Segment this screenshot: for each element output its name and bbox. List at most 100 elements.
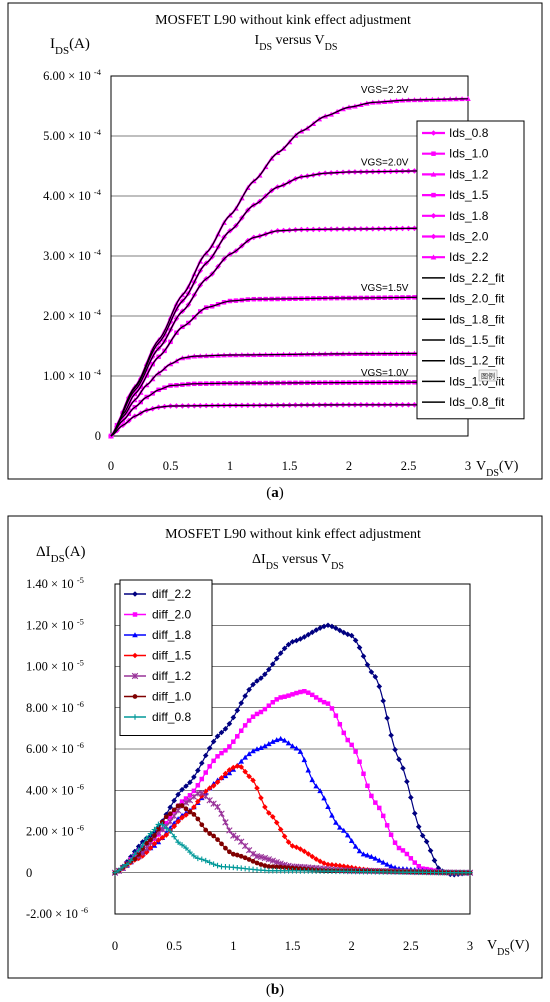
legend-label: Ids_0.8 [449, 126, 489, 140]
data-point [187, 809, 193, 815]
panel-label-b: (b) [266, 982, 284, 998]
legend-item: Ids_2.2 [422, 250, 489, 264]
data-point [206, 785, 213, 791]
data-point [392, 746, 398, 753]
data-point [325, 701, 331, 706]
data-point [151, 826, 158, 833]
data-point [127, 857, 134, 864]
legend-item: Ids_1.8 [422, 209, 489, 223]
data-point [175, 803, 181, 809]
data-point [250, 858, 256, 864]
data-point [400, 848, 406, 853]
data-point [155, 837, 162, 843]
data-point [305, 851, 312, 857]
data-point [156, 826, 161, 832]
data-point [344, 832, 351, 838]
legend-marker [430, 171, 437, 177]
legend-item: Ids_1.2_fit [422, 354, 505, 368]
data-point [388, 832, 394, 838]
data-point [163, 814, 169, 820]
data-point [384, 823, 390, 828]
data-point [321, 795, 327, 801]
data-point [356, 644, 363, 651]
data-point [183, 845, 189, 851]
data-point [329, 706, 335, 711]
legend-popup: 图例 [478, 369, 498, 382]
data-point [289, 638, 296, 645]
data-point [163, 832, 170, 838]
data-point [144, 840, 149, 846]
legend-marker [131, 672, 139, 680]
data-point [282, 694, 287, 699]
data-point [427, 847, 434, 854]
legend-item: diff_0.8 [124, 710, 191, 724]
data-point [368, 669, 375, 675]
data-point [191, 774, 197, 780]
y-tick-label: 4.00 × 10 -4 [43, 187, 102, 203]
vgs-annotation: VGS=1.0V [361, 368, 409, 379]
data-point [404, 778, 410, 785]
data-point [175, 839, 181, 845]
data-point [234, 707, 241, 714]
x-tick-label: 0 [108, 459, 114, 473]
data-point [396, 756, 402, 763]
data-point [377, 805, 382, 811]
data-point [262, 671, 268, 678]
data-point [372, 674, 379, 680]
y-tick-label: 1.00 × 10 -5 [26, 658, 84, 674]
data-point [238, 758, 245, 764]
data-point [242, 855, 248, 861]
data-point [214, 733, 221, 740]
legend-label: Ids_1.2 [449, 167, 489, 181]
data-point [301, 757, 308, 763]
legend-item: Ids_2.0_fit [422, 292, 505, 306]
legend-label: Ids_2.2 [449, 250, 489, 264]
data-point [120, 864, 126, 870]
legend-label: Ids_1.2_fit [449, 354, 505, 368]
legend-marker [132, 632, 138, 638]
data-point [179, 799, 185, 804]
data-point [274, 864, 280, 870]
chart-a-annotations: VGS=2.2V VGS=2.0V VGS=1.5V VGS=1.0V [361, 85, 409, 379]
data-point [254, 711, 260, 717]
data-point [372, 855, 379, 861]
data-point [297, 846, 304, 852]
data-point [340, 629, 347, 636]
data-point [281, 833, 288, 840]
data-point [250, 714, 256, 719]
data-point [309, 853, 316, 860]
data-point [112, 869, 118, 876]
data-point [388, 863, 394, 869]
legend-item: Ids_1.5_fit [422, 333, 505, 347]
data-point [223, 748, 228, 753]
data-point [219, 750, 224, 756]
legend-marker [132, 694, 138, 699]
vgs-annotation: VGS=1.5V [361, 283, 409, 294]
data-point [187, 849, 193, 855]
data-point [151, 840, 158, 847]
data-point [202, 752, 209, 759]
data-point [246, 686, 252, 693]
data-point [135, 843, 142, 850]
data-point [210, 782, 217, 789]
data-point [369, 793, 374, 799]
data-point [313, 695, 319, 700]
data-point [333, 625, 339, 632]
fit-line [110, 98, 469, 437]
data-point [373, 800, 378, 805]
data-point [309, 629, 316, 636]
data-point [360, 653, 367, 659]
data-point [238, 853, 244, 859]
data-point [269, 738, 276, 744]
data-point [313, 783, 319, 789]
legend-label: Ids_0.8_fit [449, 395, 505, 409]
data-point [175, 818, 181, 825]
data-point [325, 861, 331, 868]
data-point [281, 645, 288, 652]
data-point [249, 850, 257, 858]
legend-label: diff_1.2 [152, 669, 191, 683]
data-point [388, 732, 394, 739]
data-point [289, 743, 296, 749]
data-point [416, 863, 421, 869]
data-point [234, 852, 240, 858]
